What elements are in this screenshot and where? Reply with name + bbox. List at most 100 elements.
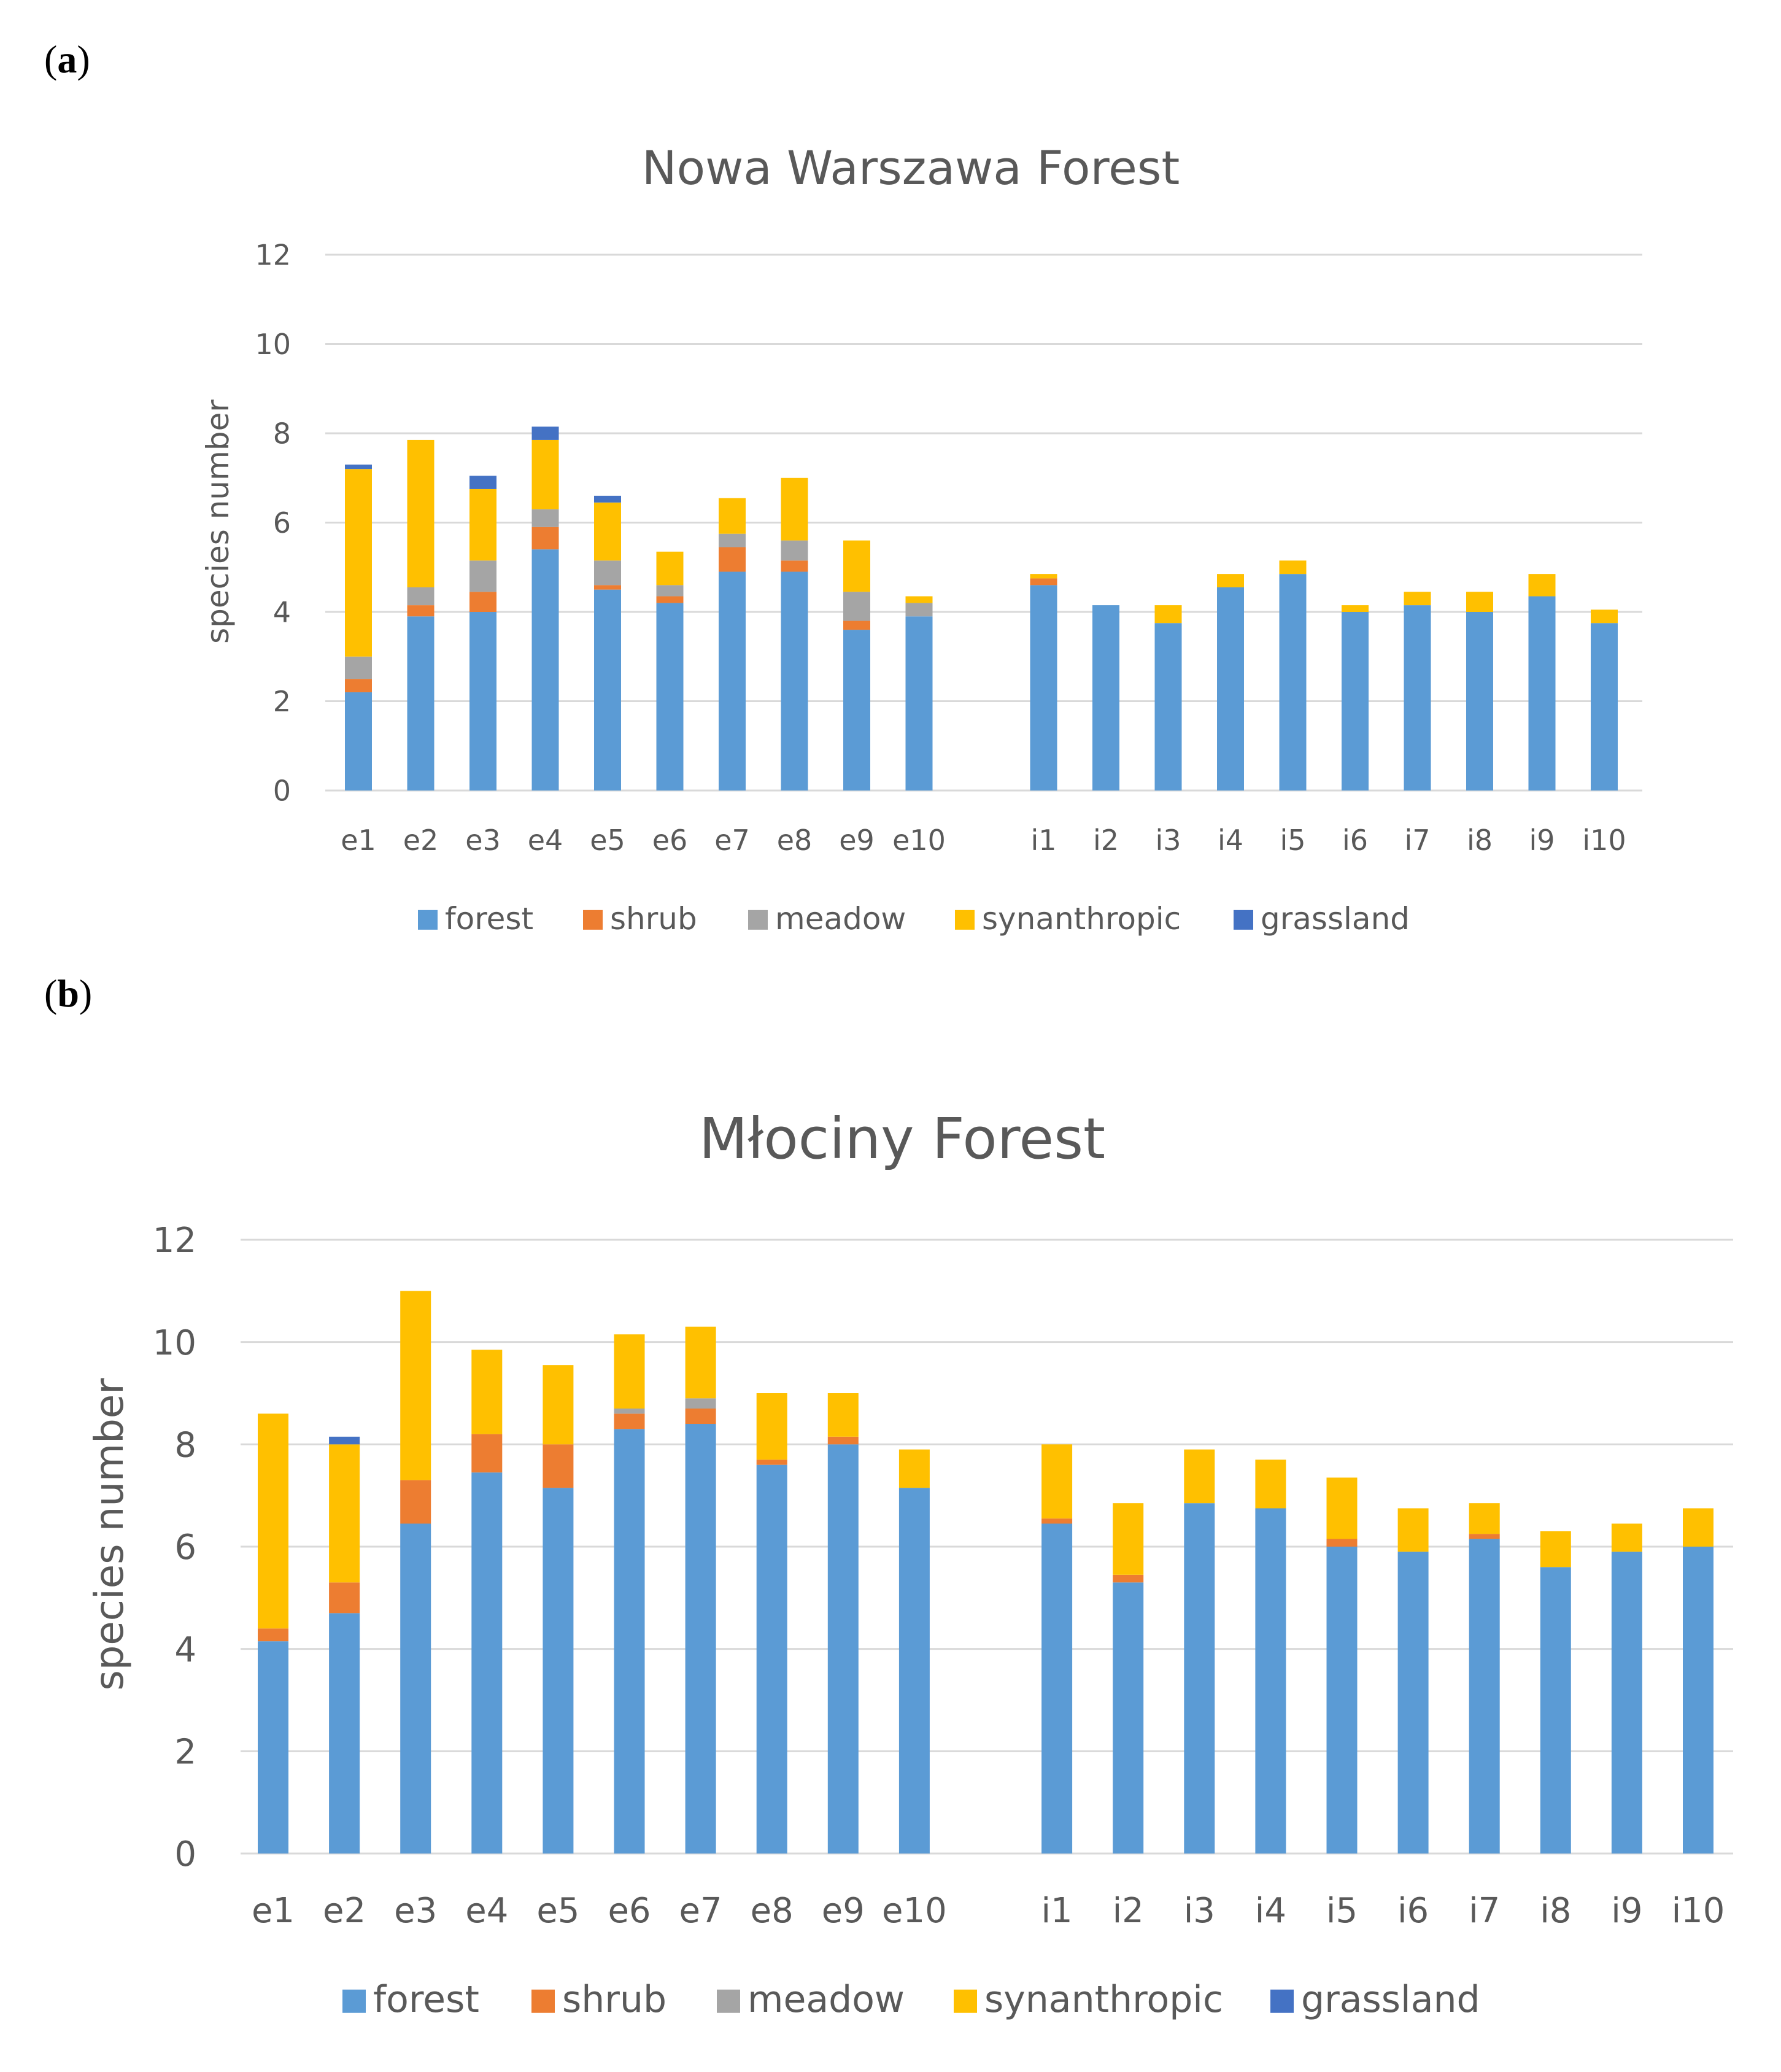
legend-label-shrub: shrub (562, 1978, 666, 2021)
bar-synanthropic-i1 (1030, 574, 1057, 579)
legend-swatch-synanthropic (955, 910, 975, 930)
y-tick-label: 4 (174, 1630, 196, 1670)
bar-forest-e3 (400, 1523, 431, 1854)
x-tick-label: e5 (590, 824, 625, 857)
y-tick-label: 0 (174, 1834, 196, 1874)
bar-synanthropic-i8 (1540, 1531, 1571, 1568)
x-tick-label: i7 (1404, 824, 1430, 857)
bar-synanthropic-e7 (719, 498, 746, 534)
bar-forest-e7 (685, 1424, 716, 1854)
x-tick-label: e8 (751, 1891, 794, 1931)
bar-forest-i2 (1113, 1582, 1144, 1854)
bar-shrub-i2 (1113, 1574, 1144, 1583)
bar-forest-i5 (1279, 574, 1307, 791)
bar-forest-e6 (656, 603, 684, 791)
x-tick-label: e10 (892, 824, 946, 857)
bar-forest-i4 (1217, 587, 1244, 791)
bar-synanthropic-e3 (400, 1291, 431, 1480)
bar-synanthropic-e1 (345, 469, 372, 657)
bar-synanthropic-i10 (1591, 609, 1618, 624)
bar-synanthropic-i5 (1279, 560, 1307, 574)
legend-label-grassland: grassland (1301, 1978, 1480, 2021)
bar-synanthropic-e8 (781, 477, 808, 541)
y-tick-label: 8 (273, 417, 291, 450)
x-tick-label: e6 (652, 824, 688, 857)
legend-label-forest: forest (445, 901, 533, 937)
legend-swatch-forest (418, 910, 438, 930)
bar-grassland-e4 (531, 427, 559, 440)
legend-swatch-shrub (531, 1989, 555, 2013)
x-tick-label: i5 (1280, 824, 1305, 857)
legend-label-grassland: grassland (1261, 901, 1410, 937)
bar-synanthropic-i4 (1255, 1459, 1286, 1509)
bar-forest-e8 (781, 571, 808, 791)
bar-meadow-e6 (614, 1409, 645, 1414)
bar-meadow-e7 (719, 533, 746, 547)
legend-swatch-shrub (583, 910, 603, 930)
bar-meadow-e7 (685, 1398, 716, 1409)
x-tick-label: i5 (1326, 1891, 1358, 1931)
x-tick-label: i9 (1611, 1891, 1642, 1931)
bar-synanthropic-e10 (898, 1449, 930, 1488)
bar-forest-e9 (843, 630, 870, 791)
bar-synanthropic-e1 (258, 1413, 288, 1629)
bar-forest-i6 (1342, 612, 1369, 791)
bar-forest-i9 (1528, 596, 1556, 791)
bar-meadow-e4 (531, 509, 559, 527)
bar-shrub-e4 (531, 527, 559, 550)
panel-label-b: (b) (44, 972, 93, 1015)
bar-forest-i10 (1591, 623, 1618, 791)
x-tick-label: i3 (1155, 824, 1181, 857)
x-tick-label: e5 (536, 1891, 579, 1931)
x-tick-label: i10 (1672, 1891, 1725, 1931)
y-tick-label: 6 (174, 1528, 196, 1568)
bar-shrub-e7 (719, 547, 746, 572)
bar-forest-i8 (1540, 1567, 1571, 1854)
y-tick-label: 10 (153, 1323, 196, 1363)
y-axis-label: species number (87, 1378, 133, 1691)
bar-forest-i2 (1092, 605, 1119, 791)
bar-meadow-e10 (905, 603, 933, 617)
bar-synanthropic-e8 (756, 1393, 787, 1460)
legend-label-meadow: meadow (775, 901, 906, 937)
bar-forest-e10 (898, 1488, 930, 1854)
y-tick-label: 6 (273, 506, 291, 539)
legend-swatch-grassland (1270, 1989, 1294, 2013)
bar-synanthropic-i3 (1184, 1449, 1215, 1504)
bar-forest-e3 (469, 612, 496, 791)
bar-forest-e7 (719, 571, 746, 791)
panel-label-a: (a) (44, 37, 90, 81)
bar-shrub-i7 (1469, 1534, 1500, 1539)
bar-meadow-e2 (407, 587, 435, 606)
x-tick-label: i1 (1030, 824, 1056, 857)
x-tick-label: e7 (679, 1891, 722, 1931)
bar-synanthropic-e3 (469, 489, 496, 561)
bar-forest-e1 (258, 1641, 288, 1854)
x-tick-label: e3 (394, 1891, 437, 1931)
bar-synanthropic-e4 (531, 439, 559, 509)
bar-synanthropic-i4 (1217, 574, 1244, 587)
bar-forest-i7 (1469, 1539, 1500, 1854)
bar-synanthropic-i7 (1469, 1503, 1500, 1534)
bar-grassland-e3 (469, 476, 496, 489)
legend-label-forest: forest (373, 1978, 479, 2021)
bar-shrub-e6 (656, 596, 684, 603)
bar-forest-i7 (1404, 605, 1431, 791)
x-tick-label: i6 (1397, 1891, 1429, 1931)
bar-meadow-e5 (594, 560, 621, 586)
bar-synanthropic-i7 (1404, 592, 1431, 606)
bar-shrub-e1 (345, 679, 372, 692)
bar-meadow-e1 (345, 656, 372, 679)
x-tick-label: e1 (341, 824, 376, 857)
bar-synanthropic-i9 (1528, 574, 1556, 597)
legend-swatch-forest (342, 1989, 366, 2013)
bar-forest-i1 (1030, 585, 1057, 791)
x-tick-label: i8 (1467, 824, 1493, 857)
bar-synanthropic-i6 (1342, 605, 1369, 612)
legend-swatch-meadow (748, 910, 768, 930)
bar-synanthropic-i2 (1113, 1503, 1144, 1575)
y-tick-label: 2 (273, 685, 291, 718)
bar-forest-e4 (471, 1472, 503, 1854)
x-tick-label: i3 (1184, 1891, 1215, 1931)
